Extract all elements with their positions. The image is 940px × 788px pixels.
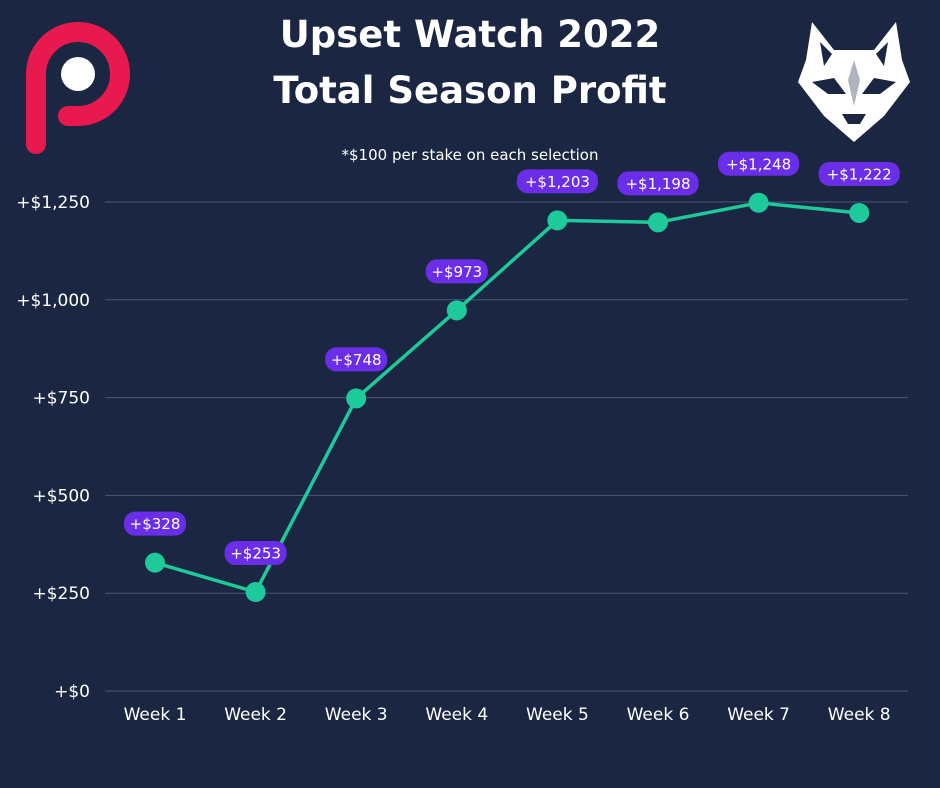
x-tick-label: Week 3: [325, 705, 388, 725]
data-point: [648, 212, 668, 233]
data-label-text: +$1,222: [827, 165, 892, 183]
data-label: +$748: [325, 347, 388, 372]
data-label-text: +$973: [431, 263, 482, 281]
data-label-pill: [224, 541, 287, 566]
data-label-text: +$1,198: [625, 175, 690, 193]
y-tick-label: +$1,000: [16, 291, 90, 311]
chart-title-line-2: Total Season Profit: [273, 69, 667, 112]
y-tick-label: +$750: [32, 389, 90, 409]
chart-title-line-1: Upset Watch 2022: [279, 13, 661, 56]
data-point: [748, 192, 769, 213]
data-label-text: +$328: [130, 515, 181, 533]
y-axis-ticks: +$0 +$250 +$500 +$750 +$1,000 +$1,250: [16, 193, 90, 702]
data-label-text: +$1,203: [525, 173, 590, 191]
data-label-pill: [818, 161, 900, 186]
data-label: +$1,203: [516, 169, 598, 194]
data-point: [849, 202, 870, 223]
wolf-head-logo: [798, 22, 910, 142]
data-label: +$1,198: [617, 171, 699, 196]
data-label-pill: [516, 169, 598, 194]
data-point: [245, 582, 266, 603]
data-label-pill: [325, 347, 388, 372]
brand-p-logo: [26, 22, 130, 154]
grid-lines: [105, 201, 908, 692]
data-label-pill: [124, 511, 186, 536]
data-label-pill: [425, 259, 488, 284]
data-point: [446, 300, 467, 321]
x-tick-label: Week 2: [224, 705, 287, 725]
chart-subtitle: *$100 per stake on each selection: [341, 146, 599, 164]
x-axis-ticks: Week 1 Week 2 Week 3 Week 4 Week 5 Week 6 Week…: [124, 705, 891, 725]
data-point: [346, 388, 367, 409]
data-label-text: +$748: [331, 351, 382, 369]
data-point: [145, 552, 165, 573]
data-label: +$1,248: [718, 151, 800, 176]
x-tick-label: Week 1: [124, 705, 187, 725]
data-label: +$253: [224, 541, 287, 566]
x-tick-label: Week 7: [727, 705, 790, 725]
data-label-text: +$253: [230, 545, 281, 563]
y-tick-label: +$1,250: [16, 193, 90, 213]
y-tick-label: +$0: [54, 682, 90, 702]
data-label: +$328: [124, 511, 186, 536]
data-label-pill: [718, 151, 800, 176]
x-tick-label: Week 5: [526, 705, 589, 725]
data-labels: +$328 +$253 +$748 +$973 +$1,203 +$1,198 +$1,24…: [124, 151, 900, 566]
x-tick-label: Week 4: [425, 705, 488, 725]
y-tick-label: +$250: [32, 584, 90, 604]
y-tick-label: +$500: [32, 486, 90, 506]
x-tick-label: Week 6: [627, 705, 690, 725]
data-label-text: +$1,248: [726, 155, 791, 173]
data-point: [547, 210, 568, 231]
data-label: +$1,222: [818, 161, 900, 186]
data-label: +$973: [425, 259, 488, 284]
data-label-pill: [617, 171, 699, 196]
x-tick-label: Week 8: [828, 705, 891, 725]
